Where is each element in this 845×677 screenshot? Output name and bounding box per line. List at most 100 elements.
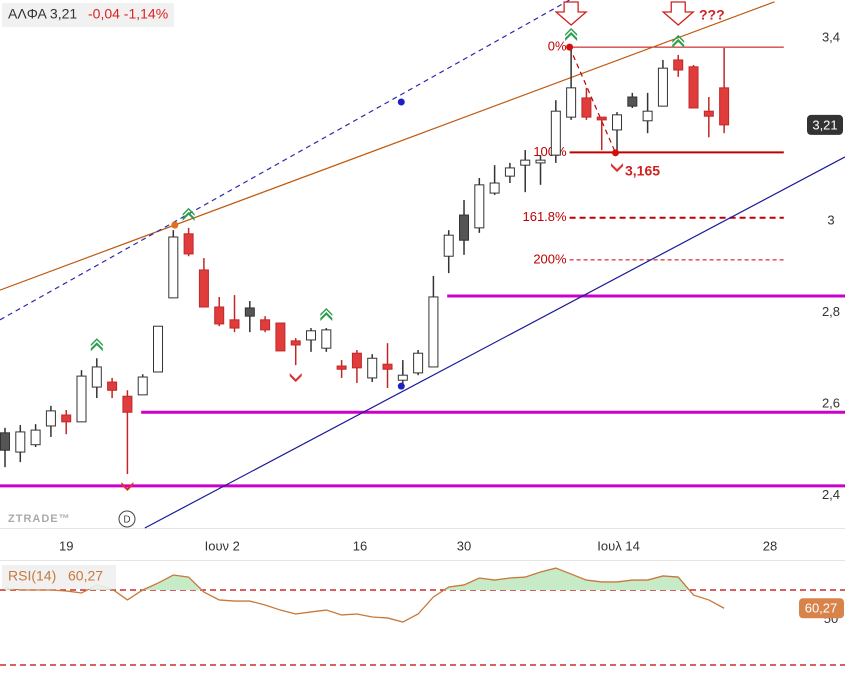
fib-label: 161.8% xyxy=(522,209,567,224)
candle-body xyxy=(596,116,607,121)
candle-body xyxy=(137,376,148,396)
trendline xyxy=(569,46,617,154)
sell-signal xyxy=(121,482,134,492)
fib-label: 100% xyxy=(533,144,567,159)
candle-body xyxy=(489,182,500,194)
candle-body xyxy=(260,319,271,331)
candle-body xyxy=(474,184,485,229)
x-tick-label: Ιουλ 14 xyxy=(597,538,640,553)
candle-body xyxy=(321,329,332,349)
candle-body xyxy=(581,97,592,118)
buy-signal xyxy=(565,28,578,42)
candle-body xyxy=(688,66,699,109)
candle-body xyxy=(566,87,577,118)
trendline xyxy=(0,0,570,321)
trendline xyxy=(0,1,775,291)
candle-body xyxy=(657,67,668,107)
x-tick-label: 30 xyxy=(457,538,471,553)
fib-label: 0% xyxy=(548,39,567,54)
rsi-last-box xyxy=(799,598,844,619)
sell-signal xyxy=(289,373,302,383)
rsi-value: 60,27 xyxy=(68,568,103,584)
rsi-title: RSI(14) xyxy=(8,568,56,584)
rsi-panel xyxy=(0,567,845,666)
y-tick-label: 3,4 xyxy=(822,29,840,44)
x-tick-label: 28 xyxy=(763,538,777,553)
candle-body xyxy=(15,431,26,453)
candle-body xyxy=(382,363,393,370)
candle-body xyxy=(443,234,454,257)
candle-body xyxy=(428,296,439,368)
warning-arrow xyxy=(661,1,695,26)
buy-signal xyxy=(672,34,685,48)
candle-body xyxy=(122,395,133,413)
x-tick-label: Ιουν 2 xyxy=(205,538,240,553)
x-tick-label: 19 xyxy=(59,538,73,553)
rsi-last-label: 60,27 xyxy=(805,601,838,616)
buy-signal xyxy=(182,207,195,221)
candle-body xyxy=(0,432,11,451)
candle-body xyxy=(459,214,470,241)
candle-body xyxy=(45,410,56,427)
low-annotation: 3,165 xyxy=(625,163,660,179)
candle-body xyxy=(61,414,72,423)
question-annotation: ??? xyxy=(699,7,725,23)
candle-body xyxy=(535,159,546,164)
candle-body xyxy=(627,96,638,107)
y-tick-label: 2,6 xyxy=(822,395,840,410)
candle-body xyxy=(351,352,362,369)
candle-body xyxy=(504,167,515,177)
rsi-overbought-fill xyxy=(5,568,725,590)
header-box xyxy=(2,3,174,27)
candle-body xyxy=(336,365,347,370)
y-tick-label: 2,4 xyxy=(822,487,840,502)
candle-body xyxy=(642,110,653,122)
candle-body xyxy=(30,429,41,446)
x-tick-label: 16 xyxy=(353,538,367,553)
icon-letter: D xyxy=(123,515,130,526)
candle-body xyxy=(397,374,408,381)
rsi-line xyxy=(4,567,725,623)
candle-body xyxy=(290,340,301,346)
candle-body xyxy=(520,159,531,166)
candle-body xyxy=(153,325,164,373)
candle-body xyxy=(719,87,730,126)
candle-body xyxy=(107,381,118,391)
y-tick-label: 3 xyxy=(827,212,834,227)
trendline xyxy=(144,156,845,529)
candle-body xyxy=(275,322,286,352)
candle-body xyxy=(703,110,714,117)
watermark: ZTRADE™ xyxy=(8,513,71,525)
candle-body xyxy=(413,352,424,374)
candle-body xyxy=(214,306,225,325)
anchor-dot xyxy=(171,221,179,229)
candle-body xyxy=(612,114,623,131)
overlay: ΑΛΦΑ 3,21 -0,04 -1,14% ZTRADE™ D RSI(14)… xyxy=(2,3,844,626)
candle-body xyxy=(367,357,378,379)
price-panel: 19 Ιουν 2 16 30 Ιουλ 14 28 0% 100% 161.8% 200% 3,1… xyxy=(0,0,845,553)
candle-body xyxy=(183,233,194,255)
warning-arrow xyxy=(554,1,588,26)
fib-label: 200% xyxy=(533,251,567,266)
instrument-title: ΑΛΦΑ 3,21 xyxy=(8,6,77,22)
rsi-header-box xyxy=(2,565,116,589)
candle-body xyxy=(306,330,317,341)
anchor-dot xyxy=(397,98,405,106)
candle-body xyxy=(198,269,209,308)
sell-signal xyxy=(611,163,624,173)
candle-body xyxy=(91,366,102,388)
anchor-dot xyxy=(566,43,574,51)
icon xyxy=(118,510,136,528)
buy-signal xyxy=(320,308,333,322)
anchor-dot xyxy=(397,382,405,390)
anchor-dot xyxy=(611,149,619,157)
candle-body xyxy=(673,59,684,71)
last-price-label: 3,21 xyxy=(812,117,837,132)
change-text: -0,04 -1,14% xyxy=(88,6,168,22)
candle-body xyxy=(550,110,561,156)
candle-body xyxy=(168,236,179,299)
buy-signal xyxy=(90,338,103,352)
candle-body xyxy=(229,319,240,329)
